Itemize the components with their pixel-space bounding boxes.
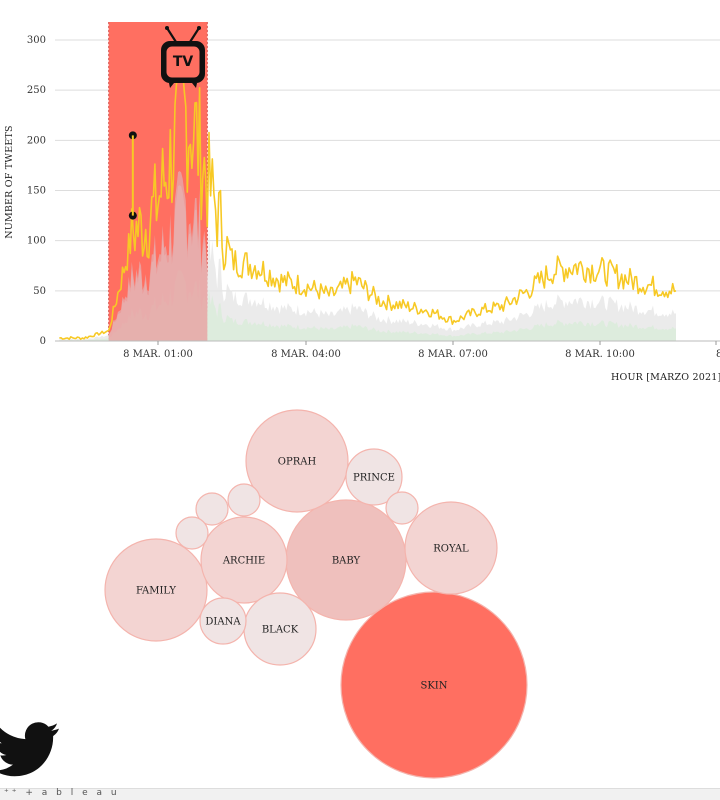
y-tick-label: 50 (33, 286, 46, 297)
tv-icon-label: TV (173, 54, 194, 70)
bubble-circle[interactable] (104, 538, 208, 642)
bubble[interactable]: ROYAL (404, 501, 498, 595)
bubble[interactable]: SKIN (340, 591, 528, 779)
band-area (108, 170, 208, 341)
bubble-label: DIANA (205, 617, 241, 628)
tweets-line-series (59, 56, 677, 341)
line-chart-axes: 0 50 100 150 200 250 300 8 MAR. 01:00 8 MAR. 04:… (27, 35, 720, 360)
bubble[interactable]: BLACK (243, 592, 317, 666)
twitter-bird-icon (0, 722, 59, 777)
bubble[interactable] (175, 516, 209, 550)
y-tick-label: 0 (40, 336, 46, 347)
bubble[interactable]: ARCHIE (200, 516, 288, 604)
bubble-circle[interactable] (175, 516, 209, 550)
x-tick-label: 8 MAR. 01:00 (123, 349, 193, 360)
y-axis-label: NUMBER OF TWEETS (4, 125, 15, 239)
bubble[interactable]: FAMILY (104, 538, 208, 642)
bubble-circle[interactable] (385, 491, 419, 525)
x-tick-label: 8 MAR. 04:00 (271, 349, 341, 360)
bubble-chart: SKIN BABY OPRAH FAMILY ROYAL ARCHIE BLACK PRINC… (104, 409, 528, 779)
x-tick-label: 8 MAR. 07:00 (418, 349, 488, 360)
tv-icon: TV (161, 26, 205, 88)
bubble-label: PRINCE (353, 473, 395, 484)
bubble-circle[interactable] (345, 448, 403, 506)
bubble-label: ROYAL (433, 544, 469, 555)
y-tick-label: 300 (27, 35, 46, 46)
y-tick-label: 200 (27, 135, 46, 146)
bubble[interactable]: OPRAH (245, 409, 349, 513)
tweets-line (59, 56, 677, 341)
bubble-circle[interactable] (195, 492, 229, 526)
tableau-logo[interactable]: ⁺⁺ + a b l e a u (4, 788, 120, 798)
y-tick-label: 100 (27, 236, 46, 247)
bubble[interactable]: DIANA (199, 597, 247, 645)
y-tick-label: 150 (27, 186, 46, 197)
bubble-circle[interactable] (227, 483, 261, 517)
bubble-label: BLACK (262, 625, 299, 636)
y-tick-label: 250 (27, 85, 46, 96)
bubble[interactable]: PRINCE (345, 448, 403, 506)
x-tick-label: 8 (716, 349, 720, 360)
bubble-circle[interactable] (200, 516, 288, 604)
bubble-label: BABY (332, 556, 361, 567)
bubble-circle[interactable] (245, 409, 349, 513)
bubble-circle[interactable] (340, 591, 528, 779)
bubble-label: OPRAH (278, 457, 317, 468)
x-axis-label: HOUR [MARZO 2021] (611, 372, 720, 383)
bubble[interactable] (195, 492, 229, 526)
bubble-circle[interactable] (404, 501, 498, 595)
bubble-label: SKIN (420, 681, 447, 692)
tableau-footer: ⁺⁺ + a b l e a u (0, 788, 720, 800)
tertiary-area (59, 270, 677, 341)
bubble-circle[interactable] (199, 597, 247, 645)
bubble-label: FAMILY (136, 586, 176, 597)
band-markers (128, 131, 137, 220)
bubble[interactable] (227, 483, 261, 517)
background-areas (59, 170, 677, 341)
bubble-label: ARCHIE (222, 556, 265, 567)
bubble[interactable] (385, 491, 419, 525)
x-tick-label: 8 MAR. 10:00 (565, 349, 635, 360)
